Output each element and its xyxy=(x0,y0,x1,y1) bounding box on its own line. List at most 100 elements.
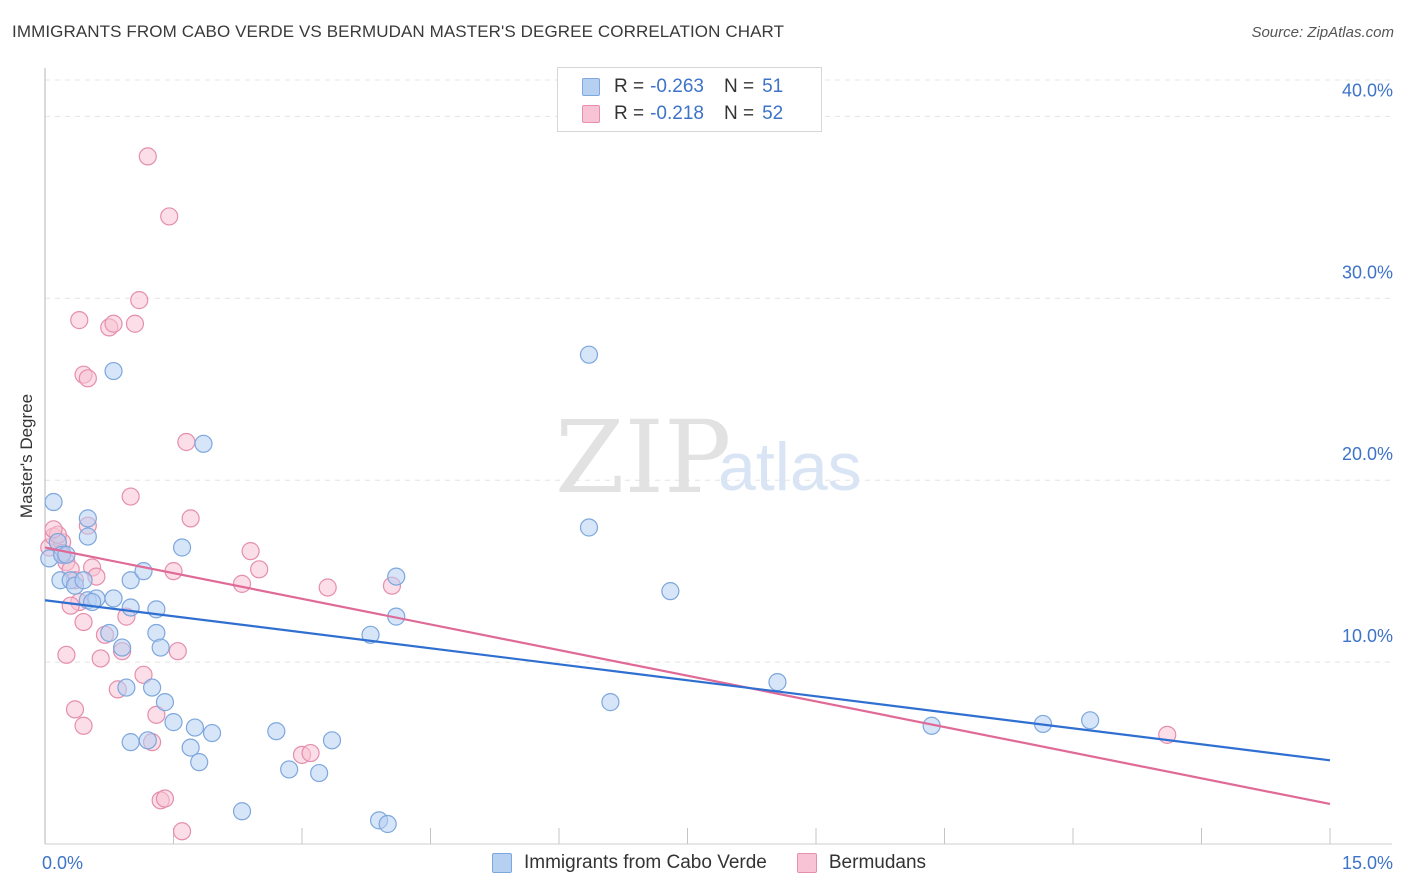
bermudans-point xyxy=(250,560,269,579)
cabo-verde-point xyxy=(121,733,140,752)
cabo-verde-point xyxy=(202,723,222,743)
cabo-verde-point xyxy=(661,582,680,601)
x-tick-label: 0.0% xyxy=(42,853,83,873)
cabo-verde-point xyxy=(155,693,175,712)
tick-labels: 10.0% 20.0% 30.0% 40.0% 0.0% 15.0% xyxy=(42,80,1393,873)
cabo-verde-point xyxy=(194,434,213,453)
bermudans-point xyxy=(70,311,89,330)
bermudans-point xyxy=(301,743,320,763)
cabo-verde-point xyxy=(267,722,286,741)
bermudans-point xyxy=(138,147,157,166)
cabo-verde-point xyxy=(121,571,140,590)
legend-r-label: R = xyxy=(614,103,645,124)
bermudans-point xyxy=(241,542,260,561)
cabo-verde-point xyxy=(164,713,183,732)
bermudans-point xyxy=(121,487,140,506)
cabo-verde-point xyxy=(78,509,97,528)
bermudans-point xyxy=(147,705,166,724)
bermudans-point xyxy=(134,665,153,684)
y-tick-label: 40.0% xyxy=(1342,80,1393,100)
cabo-verde-point xyxy=(121,598,140,617)
bermudans-point xyxy=(91,649,110,668)
legend-n-label: N = xyxy=(723,103,755,124)
legend-n-value: 52 xyxy=(762,103,784,124)
bermudans-point xyxy=(318,578,337,597)
cabo-verde-point xyxy=(601,693,620,712)
y-tick-label: 10.0% xyxy=(1342,626,1393,646)
series-legend: Immigrants from Cabo Verde Bermudans xyxy=(492,852,956,874)
legend-row-cabo-verde: R = -0.263 N = 51 xyxy=(582,76,783,98)
cabo-verde-point xyxy=(185,718,205,737)
cabo-verde-point xyxy=(579,345,599,364)
cabo-verde-point xyxy=(78,527,97,546)
y-tick-label: 30.0% xyxy=(1342,262,1393,282)
legend-row-bermudans: R = -0.218 N = 52 xyxy=(582,103,783,125)
cabo-verde-point xyxy=(112,638,132,657)
x-tick-label: 15.0% xyxy=(1342,853,1393,873)
cabo-verde-point xyxy=(310,763,329,783)
bermudans-point xyxy=(74,716,93,735)
cabo-verde-point xyxy=(378,814,397,834)
cabo-verde-point xyxy=(44,492,63,512)
bermudans-point xyxy=(160,207,179,226)
bermudans-point xyxy=(181,509,200,528)
bermudans-point xyxy=(125,314,145,333)
bermudans-point xyxy=(155,789,175,808)
legend-r-value: -0.218 xyxy=(650,103,704,124)
cabo-verde-point xyxy=(361,625,380,644)
cabo-verde-point xyxy=(768,673,787,692)
cabo-verde-points xyxy=(40,345,1100,834)
series-swatch-blue xyxy=(492,853,512,873)
legend-r-value: -0.263 xyxy=(650,76,704,97)
bermudans-point xyxy=(61,596,80,615)
cabo-verde-trend-line xyxy=(44,599,1331,762)
axes xyxy=(44,68,1392,845)
legend-swatch-pink xyxy=(582,105,600,123)
bermudans-point xyxy=(130,291,149,310)
bermudans-point xyxy=(232,574,252,593)
cabo-verde-point xyxy=(142,678,162,697)
source-credit: Source: ZipAtlas.com xyxy=(1251,24,1394,41)
series-name: Bermudans xyxy=(828,852,927,873)
grid-lines xyxy=(45,79,1392,663)
cabo-verde-point xyxy=(151,638,170,657)
cabo-verde-point xyxy=(387,567,406,586)
cabo-verde-point xyxy=(104,589,123,608)
cabo-verde-point xyxy=(83,592,102,612)
bermudans-point xyxy=(57,645,76,664)
bermudans-point xyxy=(177,432,196,452)
cabo-verde-point xyxy=(117,678,136,697)
y-tick-label: 20.0% xyxy=(1342,444,1393,464)
bermudans-point xyxy=(74,612,93,632)
cabo-verde-point xyxy=(579,518,599,537)
cabo-verde-point xyxy=(74,571,93,590)
cabo-verde-point xyxy=(322,731,342,750)
trend-lines xyxy=(44,546,1331,806)
bermudans-point xyxy=(65,700,85,719)
watermark-atlas: atlas xyxy=(718,429,862,505)
series-legend-bermudans[interactable]: Bermudans xyxy=(796,852,927,874)
legend-n-label: N = xyxy=(723,76,755,97)
cabo-verde-point xyxy=(190,753,209,772)
cabo-verde-point xyxy=(172,538,192,557)
cabo-verde-point xyxy=(138,731,157,750)
cabo-verde-point xyxy=(280,760,299,779)
cabo-verde-point xyxy=(1081,711,1100,730)
chart-title: IMMIGRANTS FROM CABO VERDE VS BERMUDAN M… xyxy=(12,22,785,41)
cabo-verde-point xyxy=(100,623,119,643)
bermudans-point xyxy=(104,314,123,333)
series-legend-cabo-verde[interactable]: Immigrants from Cabo Verde xyxy=(492,852,767,874)
bermudans-trend-line xyxy=(44,546,1331,806)
legend-n-value: 51 xyxy=(762,76,784,97)
legend-swatch-blue xyxy=(582,78,600,96)
cabo-verde-point xyxy=(181,738,200,757)
bermudans-point xyxy=(168,642,187,661)
series-swatch-pink xyxy=(796,853,817,873)
cabo-verde-point xyxy=(104,361,123,381)
watermark-zip: ZIP xyxy=(555,399,731,516)
y-axis-label: Master's Degree xyxy=(17,393,36,519)
bermudans-point xyxy=(78,369,97,388)
legend-r-label: R = xyxy=(614,76,645,97)
bermudans-point xyxy=(172,822,192,841)
